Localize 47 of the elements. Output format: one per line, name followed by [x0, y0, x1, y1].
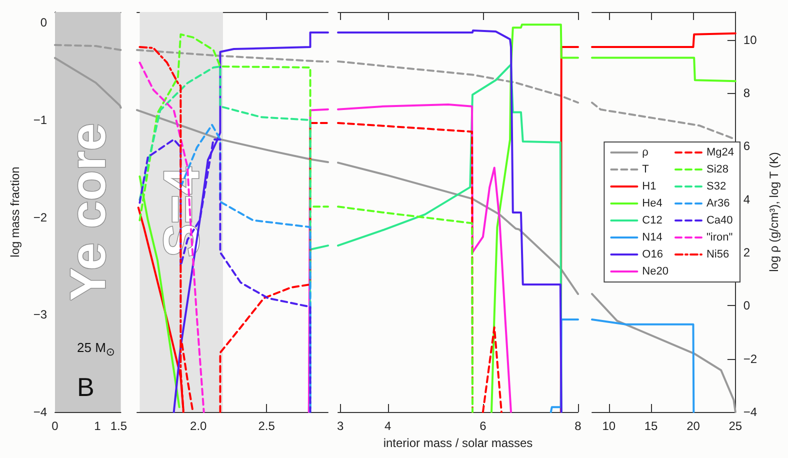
y2-tick-label: −4	[743, 405, 758, 419]
y-tick-label: 0	[40, 16, 48, 30]
y-tick-label: −3	[33, 308, 48, 322]
legend-label: O16	[642, 248, 663, 260]
legend-label: T	[642, 164, 650, 176]
x-tick-label: 0	[52, 419, 59, 433]
y-tick-label: −1	[33, 113, 48, 128]
x-tick-label: 2.0	[190, 419, 208, 433]
legend-label: Ca40	[706, 214, 733, 226]
y-axis-title: log mass fraction	[8, 166, 22, 258]
legend-label: "iron"	[706, 232, 733, 244]
legend-label: Ne20	[642, 266, 668, 278]
legend-label: ρ	[642, 146, 648, 158]
x-tick-label: 8	[574, 419, 582, 433]
legend-label: Mg24	[706, 146, 734, 158]
y2-tick-label: −2	[743, 352, 758, 366]
legend-label: N14	[642, 232, 662, 244]
y2-tick-label: 6	[743, 139, 750, 154]
x-tick-label: 10	[602, 419, 616, 433]
x-tick-label: 2.5	[258, 419, 276, 433]
x-tick-label: 6	[480, 419, 487, 433]
y2-tick-label: 2	[743, 246, 750, 260]
x-tick-label: 20	[686, 419, 700, 433]
legend-label: S32	[706, 180, 726, 192]
y2-tick-label: 4	[743, 192, 750, 206]
legend-label: H1	[642, 180, 656, 192]
y-tick-label: −4	[33, 405, 48, 419]
legend-label: C12	[642, 214, 662, 226]
y2-tick-label: 8	[743, 86, 750, 100]
annotation: 25 M$_{⊙}$	[77, 340, 115, 358]
x-axis-title: interior mass / solar masses	[383, 436, 533, 450]
band-label: Ye core	[60, 123, 116, 301]
x-tick-label: 15	[644, 419, 658, 433]
x-tick-label: 1	[94, 419, 102, 433]
y2-tick-label: 0	[743, 298, 750, 313]
x-tick-label: 4	[384, 419, 392, 433]
legend-label: He4	[642, 198, 662, 210]
x-tick-label: 1.5	[110, 419, 128, 433]
y2-axis-title: log ρ (g/cm³), log T (K)	[767, 152, 781, 272]
legend-label: Ni56	[706, 248, 730, 260]
annotation: B	[77, 372, 94, 402]
legend-label: Si28	[706, 164, 729, 176]
legend-label: Ar36	[706, 198, 730, 210]
y2-tick-label: 10	[743, 32, 758, 47]
x-tick-label: 3	[337, 419, 344, 433]
y-tick-label: −2	[33, 210, 48, 224]
x-tick-label: 25	[728, 419, 742, 433]
